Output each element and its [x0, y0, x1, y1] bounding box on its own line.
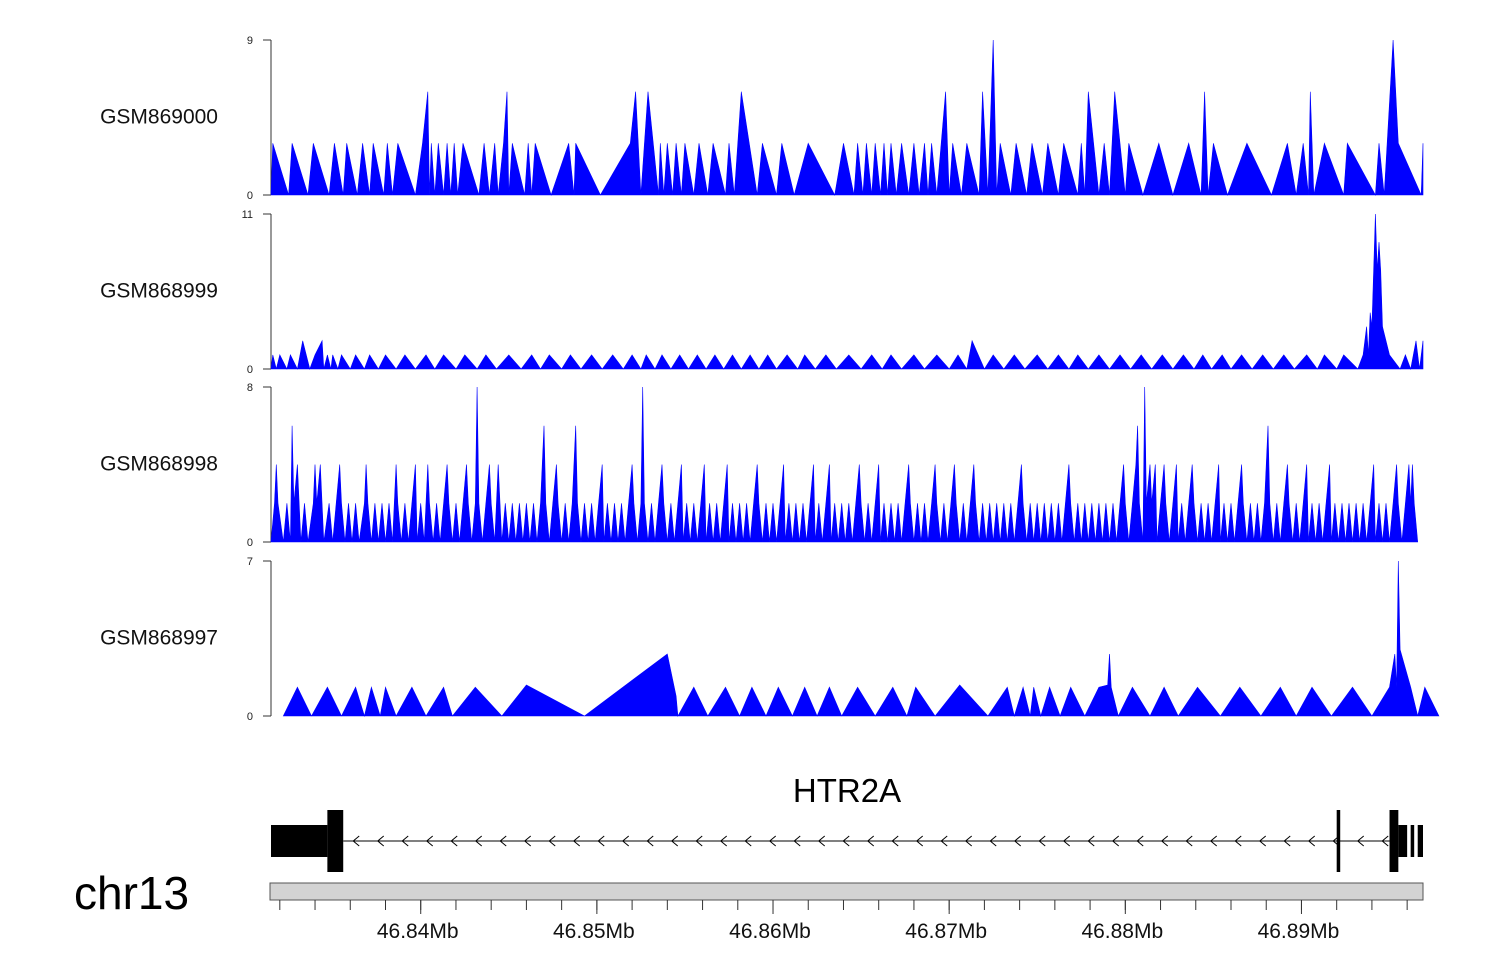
y-tick-label: 0 — [247, 711, 253, 723]
strand-arrow — [597, 835, 605, 847]
strand-arrow — [964, 835, 973, 847]
strand-arrow — [1136, 835, 1144, 847]
gene-track: HTR2A — [271, 772, 1423, 872]
strand-arrow — [744, 835, 752, 847]
strand-arrow — [621, 835, 630, 847]
strand-arrow — [376, 835, 385, 847]
strand-arrow — [1087, 835, 1095, 847]
strand-arrow — [1381, 835, 1389, 847]
strand-arrow — [719, 835, 728, 847]
strand-arrow — [572, 835, 581, 847]
exon — [1410, 825, 1415, 857]
strand-arrow — [1160, 835, 1169, 847]
track-label: GSM868997 — [100, 627, 218, 650]
exon — [271, 825, 328, 857]
x-tick-label: 46.89Mb — [1258, 920, 1340, 943]
strand-arrow — [768, 835, 777, 847]
axis-ticks: 46.84Mb 46.85Mb 46.86Mb 46.87Mb 46.88Mb 46.89… — [279, 900, 1408, 943]
exon — [1389, 810, 1399, 872]
coverage-area — [270, 39, 1424, 197]
x-tick-label: 46.85Mb — [553, 920, 635, 943]
strand-arrow — [817, 835, 826, 847]
exon — [327, 810, 344, 872]
y-tick-label: 9 — [247, 35, 253, 47]
strand-arrow — [1258, 835, 1267, 847]
y-tick-label: 8 — [247, 382, 253, 394]
gene-name-label: HTR2A — [793, 772, 901, 809]
strand-arrow — [1062, 835, 1071, 847]
strand-arrow — [1185, 835, 1193, 847]
coverage-area — [270, 386, 1419, 543]
strand-arrow — [1307, 835, 1316, 847]
strand-arrow — [670, 835, 679, 847]
coverage-area — [270, 213, 1424, 371]
strand-arrow — [940, 835, 948, 847]
strand-arrow — [1283, 835, 1291, 847]
y-tick-label: 11 — [242, 209, 253, 221]
strand-arrow — [989, 835, 997, 847]
strand-arrow — [695, 835, 703, 847]
strand-arrow — [891, 835, 899, 847]
chromosome-band — [269, 882, 1424, 901]
track: GSM868998 8 0 — [100, 382, 1419, 549]
strand-arrow — [450, 835, 458, 847]
x-tick-label: 46.86Mb — [729, 920, 811, 943]
genome-axis: chr13 46.84Mb 46.85Mb 46.86Mb 46.87Mb 46.88M… — [74, 867, 1424, 943]
strand-arrow — [1038, 835, 1046, 847]
strand-arrow — [1111, 835, 1120, 847]
track: GSM868997 7 0 — [100, 556, 1440, 723]
track-label: GSM869000 — [100, 106, 218, 129]
x-tick-label: 46.88Mb — [1081, 920, 1163, 943]
coverage-area — [282, 560, 1440, 718]
strand-arrow — [646, 835, 654, 847]
track-label: GSM868999 — [100, 280, 218, 303]
chromosome-label: chr13 — [74, 867, 189, 919]
x-tick-label: 46.84Mb — [377, 920, 459, 943]
track: GSM869000 9 0 — [100, 35, 1424, 202]
strand-arrow — [866, 835, 875, 847]
x-tick-label: 46.87Mb — [905, 920, 987, 943]
y-tick-label: 0 — [247, 537, 253, 549]
strand-arrow — [548, 835, 556, 847]
strand-arrow — [1234, 835, 1242, 847]
coverage-tracks: GSM86900090GSM868999110GSM86899880GSM868… — [100, 35, 1440, 723]
strand-arrow — [1013, 835, 1022, 847]
y-tick-label: 0 — [247, 364, 253, 376]
strand-arrow — [915, 835, 924, 847]
strand-arrow — [523, 835, 532, 847]
exon — [1417, 825, 1423, 857]
strand-arrow — [352, 835, 360, 847]
gene-model — [271, 810, 1423, 872]
strand-arrow — [474, 835, 483, 847]
strand-arrow — [425, 835, 434, 847]
strand-arrow — [1209, 835, 1218, 847]
exon — [1336, 810, 1341, 872]
track-label: GSM868998 — [100, 453, 218, 476]
y-tick-label: 7 — [247, 556, 253, 568]
strand-arrow — [1356, 835, 1365, 847]
y-tick-label: 0 — [247, 190, 253, 202]
track: GSM868999 11 0 — [100, 209, 1424, 376]
exon — [1398, 825, 1408, 857]
strand-arrow — [401, 835, 409, 847]
strand-arrow — [499, 835, 507, 847]
strand-arrow — [842, 835, 850, 847]
strand-arrow — [793, 835, 801, 847]
